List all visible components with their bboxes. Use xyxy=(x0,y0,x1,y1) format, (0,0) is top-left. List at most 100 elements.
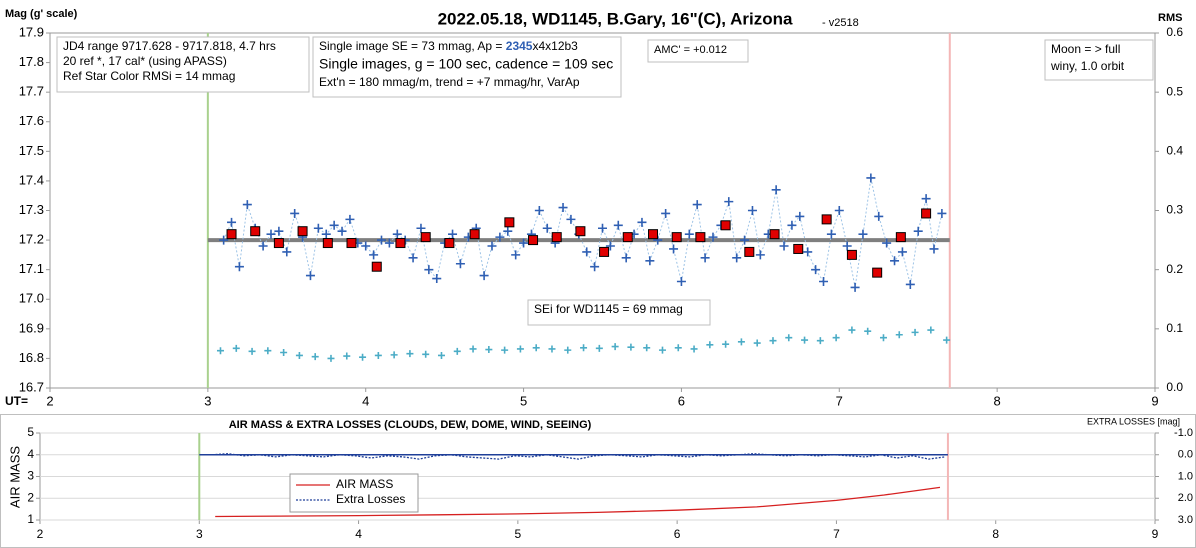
y-tick-label: 2 xyxy=(27,490,34,504)
x-tick-label: 9 xyxy=(1151,393,1158,408)
single-image-point xyxy=(669,244,679,254)
y2-tick-label: 0.4 xyxy=(1166,144,1183,158)
single-image-point xyxy=(890,256,900,266)
x-tick-label: 6 xyxy=(678,393,685,408)
single-image-point xyxy=(937,208,947,218)
chart-title: 2022.05.18, WD1145, B.Gary, 16"(C), Ariz… xyxy=(438,9,793,28)
single-image-point xyxy=(416,223,426,233)
annotation-text: Moon = > full xyxy=(1051,42,1120,56)
series-line xyxy=(215,486,941,518)
single-image-point xyxy=(692,200,702,210)
rms-point xyxy=(374,351,382,359)
rms-point xyxy=(595,344,603,352)
y-tick-label: 17.8 xyxy=(19,54,44,69)
rms-point xyxy=(927,326,935,334)
average-point xyxy=(395,238,406,249)
single-image-point xyxy=(566,214,576,224)
single-image-point xyxy=(740,235,750,245)
single-image-point xyxy=(905,279,915,289)
rms-point xyxy=(690,345,698,353)
average-point xyxy=(895,232,906,243)
average-point xyxy=(469,229,480,240)
single-image-point xyxy=(771,185,781,195)
average-point xyxy=(273,238,284,249)
y-tick-label: 4 xyxy=(27,447,34,461)
average-point xyxy=(346,238,357,249)
single-image-point xyxy=(495,232,505,242)
single-image-point xyxy=(479,271,489,281)
y-tick-label: 1 xyxy=(27,512,34,526)
rms-point xyxy=(453,347,461,355)
y-tick-label: 17.6 xyxy=(19,113,44,128)
single-image-point xyxy=(826,229,836,239)
single-image-point xyxy=(637,217,647,227)
single-image-point xyxy=(266,229,276,239)
single-image-point xyxy=(882,238,892,248)
single-image-point xyxy=(708,232,718,242)
single-image-point xyxy=(455,259,465,269)
chart-0: 2022.05.18, WD1145, B.Gary, 16"(C), Ariz… xyxy=(5,8,1183,409)
annotation-text: AMC' = +0.012 xyxy=(654,44,727,56)
x-tick-label: 5 xyxy=(515,527,522,541)
average-point xyxy=(846,249,857,260)
single-image-point xyxy=(337,226,347,236)
chart-1: AIR MASS & EXTRA LOSSES (CLOUDS, DEW, DO… xyxy=(7,416,1193,541)
y-tick-label: 17.2 xyxy=(19,232,44,247)
single-image-point xyxy=(558,203,568,213)
average-point xyxy=(371,261,382,272)
rms-point xyxy=(422,350,430,358)
y-axis-label: AIR MASS xyxy=(7,446,22,508)
y-tick-label: 17.9 xyxy=(19,24,44,39)
single-image-point xyxy=(321,229,331,239)
annotation-text: Single images, g = 100 sec, cadence = 10… xyxy=(319,56,613,72)
rms-point xyxy=(359,353,367,361)
y-tick-label: 17.3 xyxy=(19,202,44,217)
y2-tick-label: 0.6 xyxy=(1166,25,1183,39)
rms-point xyxy=(485,346,493,354)
single-image-point xyxy=(724,197,734,207)
single-image-point xyxy=(377,235,386,245)
single-image-point xyxy=(755,250,765,260)
single-image-point xyxy=(661,208,671,218)
rms-point xyxy=(516,345,524,353)
single-image-point xyxy=(282,247,292,257)
rms-point xyxy=(895,331,903,339)
rms-point xyxy=(501,346,509,354)
x-tick-label: 3 xyxy=(196,527,203,541)
single-image-point xyxy=(313,223,323,233)
single-image-point xyxy=(779,241,789,251)
average-point xyxy=(528,235,539,246)
rms-point xyxy=(232,344,240,352)
average-point xyxy=(648,229,659,240)
single-image-point xyxy=(787,220,797,230)
annotation-text: Ref Star Color RMSi = 14 mmag xyxy=(63,69,235,83)
single-image-point xyxy=(234,262,244,272)
single-image-point xyxy=(258,241,268,251)
average-point xyxy=(504,217,515,228)
x-tick-label: 7 xyxy=(836,393,843,408)
single-image-point xyxy=(684,229,694,239)
single-image-point xyxy=(645,256,655,266)
rms-point xyxy=(406,350,414,358)
rms-point xyxy=(248,347,256,355)
single-image-point xyxy=(219,235,229,245)
rms-point xyxy=(864,327,872,335)
x-tick-label: 2 xyxy=(37,527,44,541)
rms-point xyxy=(943,336,951,344)
rms-point xyxy=(216,347,224,355)
single-image-point xyxy=(290,208,300,218)
rms-point xyxy=(627,343,635,351)
average-point xyxy=(599,246,610,257)
rms-point xyxy=(848,326,856,334)
average-point xyxy=(297,226,308,237)
rms-point xyxy=(532,344,540,352)
average-point xyxy=(769,229,780,240)
x-axis-label: UT= xyxy=(5,394,28,408)
chart-subtitle: - v2518 xyxy=(822,17,859,29)
y-tick-label: 17.4 xyxy=(19,172,44,187)
single-image-point xyxy=(850,282,860,292)
single-image-point xyxy=(424,265,434,275)
x-tick-label: 3 xyxy=(204,393,211,408)
average-point xyxy=(720,220,731,231)
average-point xyxy=(744,246,755,257)
